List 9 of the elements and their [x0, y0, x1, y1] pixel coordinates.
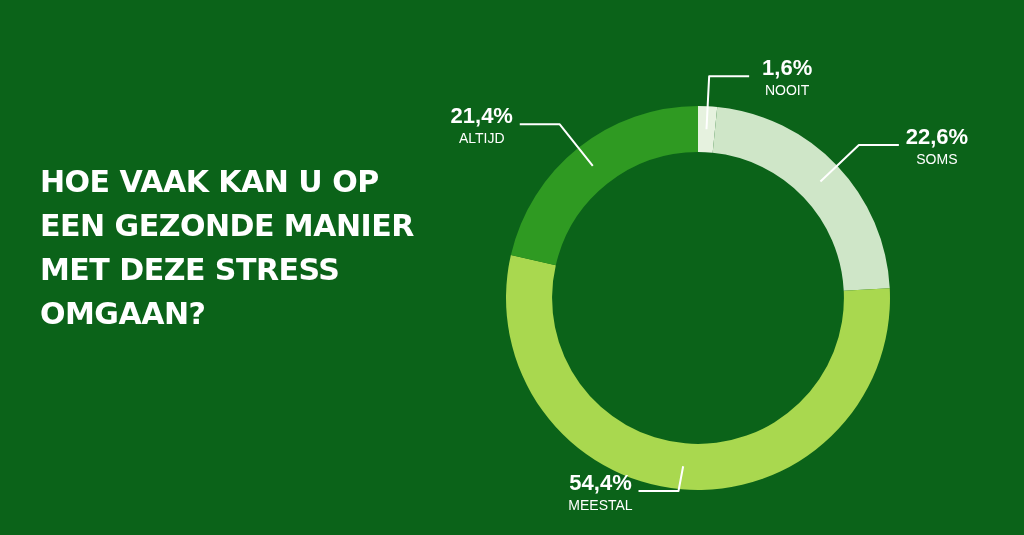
data-label: 22,6%: [905, 124, 969, 150]
data-label: 1,6%: [762, 55, 813, 81]
text: HOE VAAK KAN U OP EEN GEZONDE MANIER MET DEZE STRESS OMGAAN?: [40, 163, 415, 333]
data-label: 54,4%: [569, 470, 632, 496]
slice-label: MEESTAL: [568, 496, 633, 513]
data-label: 21,4%: [450, 103, 513, 129]
slice-label: ALTIJD: [458, 130, 505, 147]
slice-label: NOOIT: [764, 82, 810, 99]
slice-label: SOMS: [916, 150, 958, 167]
